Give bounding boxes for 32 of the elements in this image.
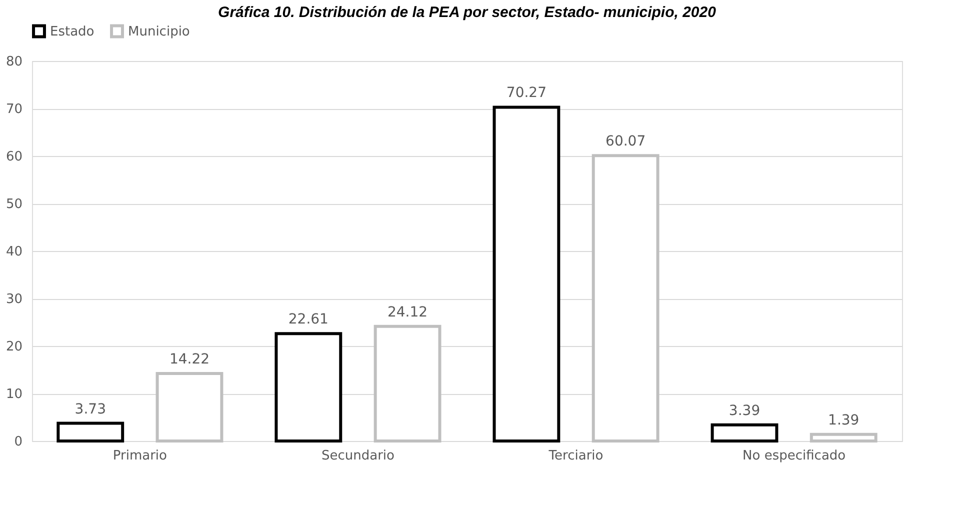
y-tick-label: 30	[6, 292, 22, 307]
data-label: 60.07	[606, 134, 646, 150]
y-tick-label: 40	[6, 244, 22, 260]
bar	[710, 423, 778, 442]
data-label: 22.61	[288, 312, 328, 328]
x-tick-label: Secundario	[321, 448, 395, 464]
y-tick-label: 80	[6, 54, 22, 70]
y-tick-label: 70	[6, 102, 22, 117]
bar	[592, 154, 660, 442]
legend-label: Municipio	[128, 24, 190, 40]
x-tick-label: Terciario	[548, 448, 604, 464]
legend-label: Estado	[50, 24, 94, 40]
y-tick-label: 0	[14, 434, 22, 450]
data-label: 1.39	[828, 412, 860, 428]
bar	[156, 372, 224, 442]
y-tick-label: 60	[6, 150, 22, 164]
data-label: 14.22	[169, 351, 210, 368]
bar	[810, 432, 878, 442]
data-label: 3.39	[728, 402, 760, 419]
x-tick-label: Primario	[112, 448, 168, 464]
bar	[374, 324, 442, 442]
chart-title: Gráfica 10. Distribución de la PEA por sector, Estado- municipio, 2020	[218, 4, 717, 21]
data-label: 3.73	[74, 401, 106, 418]
y-tick-label: 20	[6, 340, 22, 354]
x-tick-label: No especificado	[742, 448, 846, 464]
data-label: 24.12	[387, 304, 428, 320]
bar	[56, 422, 124, 442]
bar	[274, 332, 342, 442]
bar	[492, 106, 560, 442]
data-label: 70.27	[506, 85, 547, 102]
y-tick-label: 10	[6, 387, 22, 402]
y-tick-label: 50	[6, 197, 22, 212]
